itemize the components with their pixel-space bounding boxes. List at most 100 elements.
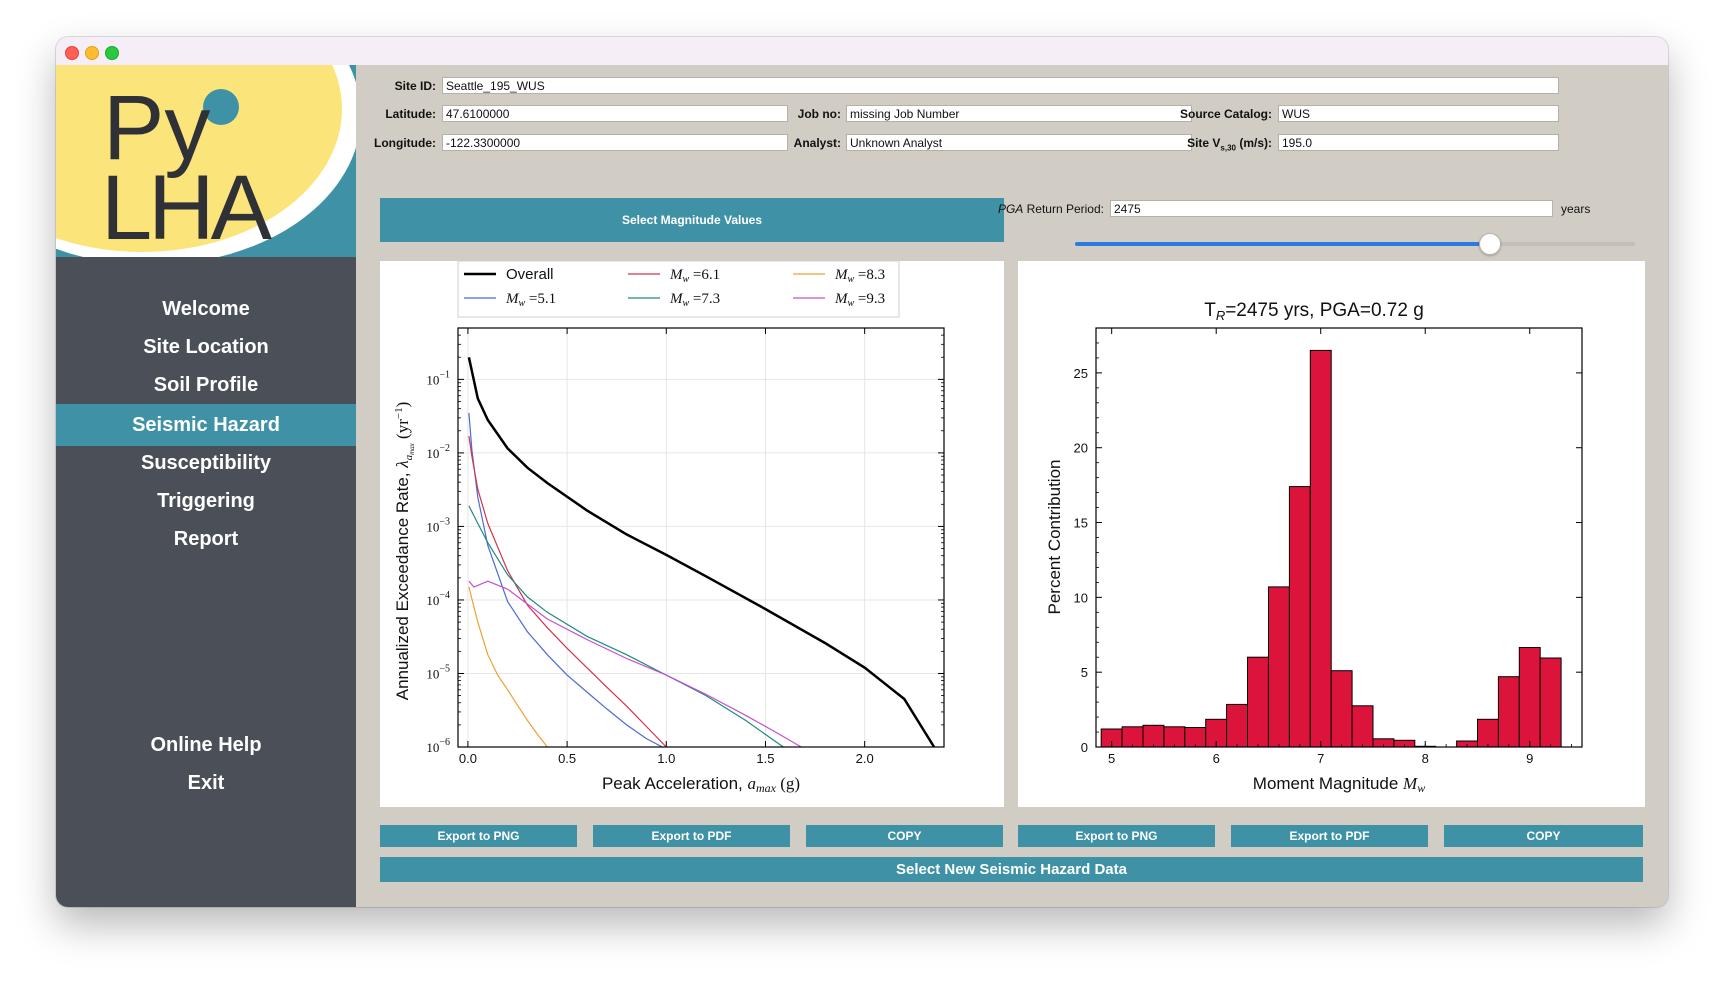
hazard-y-axis-label: Annualized Exceedance Rate, λamax (yr−1) [393, 402, 416, 701]
hazard-export-png-button[interactable]: Export to PNG [380, 825, 577, 847]
hazard-export-pdf-button[interactable]: Export to PDF [593, 825, 790, 847]
deagg-y-tick-label: 0 [1081, 740, 1088, 755]
hazard-y-tick-label: 10−2 [426, 443, 450, 461]
deagg-bar [1288, 486, 1311, 748]
select-new-seismic-hazard-button[interactable]: Select New Seismic Hazard Data [380, 857, 1643, 882]
hazard-curve-panel: 0.0 0.5 1.0 1.5 2.0 10−1 10−2 10−3 10−4 10−5 10−6 … [380, 260, 1004, 807]
deagg-y-tick-label: 15 [1074, 516, 1088, 531]
return-period-field[interactable]: 2475 [1110, 200, 1553, 217]
site-id-label: Site ID: [394, 79, 436, 93]
magnitude-deaggregation-chart: TR=2475 yrs, PGA=0.72 g 5 6 7 8 90510152025 … [1045, 300, 1583, 795]
hazard-x-tick-label: 0.5 [558, 751, 576, 766]
deagg-x-tick-label: 6 [1213, 751, 1220, 766]
hazard-legend: Overall Mw =5.1 Mw =6.1 Mw =7.3 Mw =8.3 Mw =9… [457, 260, 900, 318]
app-logo: Py LHA [56, 65, 356, 257]
hazard-copy-button[interactable]: COPY [806, 825, 1003, 847]
latitude-label: Latitude: [385, 107, 436, 121]
hazard-series-line-2 [468, 435, 667, 748]
hazard-x-axis-label: Peak Acceleration, amax (g) [602, 774, 800, 795]
deagg-bar [1268, 586, 1290, 748]
hazard-curve-chart: 0.0 0.5 1.0 1.5 2.010−110−210−310−410−510−6 … [393, 260, 945, 795]
hazard-x-tick-label: 1.5 [756, 751, 774, 766]
minimize-window-button[interactable] [85, 46, 99, 60]
hazard-y-tick-label: 10−1 [426, 369, 450, 387]
hazard-plot-frame [457, 327, 945, 748]
select-magnitude-button[interactable]: Select Magnitude Values [380, 198, 1004, 242]
deagg-bar [1247, 656, 1269, 748]
title-bar [56, 37, 1668, 65]
deagg-y-axis-label: Percent Contribution [1045, 460, 1064, 615]
deagg-bar [1142, 724, 1165, 748]
deagg-export-pdf-button[interactable]: Export to PDF [1231, 825, 1428, 847]
nav-online-help[interactable]: Online Help [150, 734, 262, 756]
deagg-x-axis-label: Moment Magnitude Mw [1253, 774, 1425, 795]
logo-lha-text: LHA [101, 157, 273, 257]
hazard-x-tick-label: 2.0 [856, 751, 874, 766]
deagg-x-tick-label: 9 [1526, 751, 1533, 766]
source-catalog-field[interactable]: WUS [1278, 105, 1559, 122]
nav-triggering[interactable]: Triggering [157, 490, 255, 512]
return-period-slider[interactable] [1075, 232, 1635, 256]
close-window-button[interactable] [65, 46, 79, 60]
job-no-field[interactable]: missing Job Number [846, 105, 1192, 122]
nav-report[interactable]: Report [173, 528, 239, 550]
deagg-bar [1330, 670, 1353, 748]
deagg-y-tick-label: 20 [1074, 441, 1088, 456]
deagg-x-tick-label: 8 [1422, 751, 1429, 766]
hazard-series-line-3 [468, 505, 784, 748]
hazard-legend-label: Mw =8.3 [834, 267, 885, 285]
deagg-bar [1351, 705, 1374, 748]
deagg-y-tick-label: 10 [1074, 590, 1088, 605]
deagg-title: TR=2475 yrs, PGA=0.72 g [1204, 300, 1424, 323]
deagg-bar [1477, 718, 1499, 748]
deagg-bar [1539, 657, 1562, 748]
hazard-y-tick-label: 10−6 [426, 737, 450, 755]
longitude-field[interactable]: -122.3300000 [442, 134, 788, 151]
slider-thumb[interactable] [1479, 233, 1502, 255]
analyst-field[interactable]: Unknown Analyst [846, 134, 1192, 151]
source-catalog-label: Source Catalog: [1179, 107, 1272, 121]
slider-fill [1075, 242, 1490, 246]
deagg-bar [1309, 349, 1332, 748]
hazard-y-tick-label: 10−3 [426, 516, 450, 534]
return-period-label: PGA Return Period: [997, 202, 1104, 216]
hazard-series-line-0 [467, 357, 936, 748]
nav-exit[interactable]: Exit [187, 772, 225, 794]
deagg-bar [1226, 703, 1249, 748]
hazard-legend-label: Mw =5.1 [505, 291, 556, 309]
deagg-bar [1497, 676, 1520, 748]
hazard-series-line-4 [468, 586, 548, 748]
hazard-x-tick-label: 0.0 [459, 751, 477, 766]
nav-site-location[interactable]: Site Location [143, 336, 269, 358]
site-vs-field[interactable]: 195.0 [1278, 134, 1559, 151]
hazard-legend-label: Overall [506, 266, 554, 283]
longitude-label: Longitude: [374, 136, 436, 150]
latitude-field[interactable]: 47.6100000 [442, 105, 788, 122]
sidebar: Py LHA Welcome Site Location Soil Profil… [56, 65, 356, 907]
hazard-x-tick-label: 1.0 [657, 751, 675, 766]
hazard-y-tick-label: 10−4 [426, 590, 450, 608]
deagg-bar [1163, 726, 1186, 748]
deagg-export-png-button[interactable]: Export to PNG [1018, 825, 1215, 847]
nav-seismic-hazard[interactable]: Seismic Hazard [56, 404, 356, 446]
job-no-label: Job no: [797, 107, 841, 121]
logo-py-text: Py [103, 77, 210, 179]
analyst-label: Analyst: [793, 136, 841, 150]
hazard-y-tick-label: 10−5 [426, 663, 450, 681]
hazard-series-line-5 [468, 580, 802, 748]
site-id-field[interactable]: Seattle_195_WUS [442, 77, 1559, 94]
hazard-legend-label: Mw =7.3 [669, 291, 720, 309]
site-vs-label: Site Vs,30 (m/s): [1187, 136, 1272, 153]
deagg-copy-button[interactable]: COPY [1444, 825, 1643, 847]
nav-susceptibility[interactable]: Susceptibility [140, 452, 272, 474]
app-window: Py LHA Welcome Site Location Soil Profil… [56, 37, 1668, 907]
return-period-unit: years [1561, 202, 1591, 216]
zoom-window-button[interactable] [105, 46, 119, 60]
nav-soil-profile[interactable]: Soil Profile [153, 374, 259, 396]
deagg-x-tick-label: 5 [1108, 751, 1115, 766]
deagg-bar [1518, 647, 1541, 748]
nav-welcome[interactable]: Welcome [162, 298, 250, 320]
deagg-x-tick-label: 7 [1317, 751, 1324, 766]
deagg-y-tick-label: 5 [1081, 665, 1088, 680]
deagg-bar [1121, 726, 1144, 748]
